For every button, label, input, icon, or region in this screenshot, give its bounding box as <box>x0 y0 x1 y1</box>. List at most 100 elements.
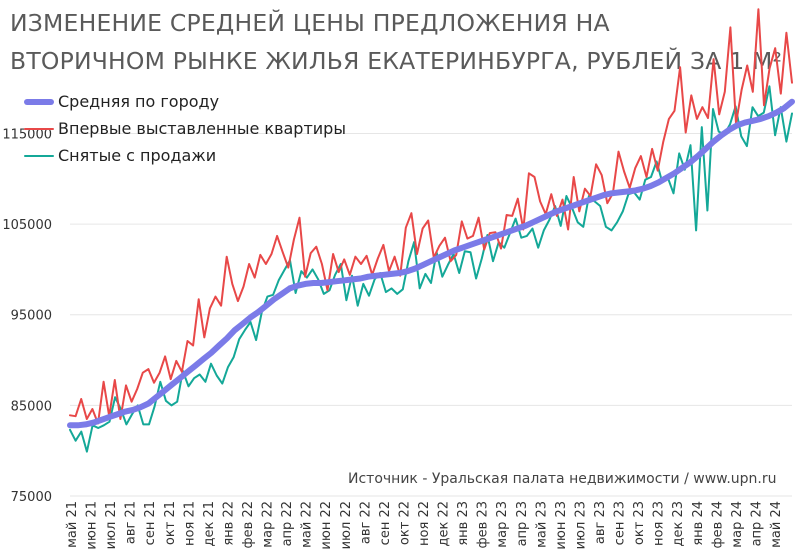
listed-point <box>192 344 194 347</box>
listed-point <box>114 379 116 381</box>
x-tick-label: мар 22 <box>261 501 276 548</box>
avg-point <box>736 124 738 126</box>
listed-point <box>237 300 239 302</box>
listed-point <box>427 219 429 222</box>
x-tick-label: янв 23 <box>456 501 471 546</box>
removed-point <box>582 226 584 228</box>
avg-point <box>367 276 369 278</box>
removed-point <box>464 250 466 252</box>
removed-point <box>746 145 748 147</box>
listed-point <box>573 176 575 178</box>
listed-point <box>254 277 256 279</box>
removed-point <box>345 299 347 301</box>
avg-point <box>147 402 150 405</box>
x-tick-label: мар 24 <box>730 501 745 548</box>
removed-point <box>193 377 195 379</box>
avg-point <box>140 406 142 408</box>
avg-point <box>281 293 283 295</box>
listed-point <box>478 217 480 219</box>
listed-point <box>483 248 485 251</box>
x-tick-label: дек 23 <box>671 501 686 547</box>
listed-point <box>774 47 776 49</box>
removed-point <box>441 276 443 278</box>
listed-point <box>757 8 760 10</box>
listed-point <box>242 286 245 288</box>
x-tick-label: дек 21 <box>202 501 217 547</box>
listed-point <box>685 131 687 134</box>
removed-point <box>565 195 568 197</box>
avg-point <box>344 279 346 281</box>
x-tick-label: июн 21 <box>85 501 100 550</box>
listed-point <box>444 237 446 239</box>
y-tick-label: 75000 <box>11 490 52 505</box>
removed-point <box>531 228 534 230</box>
x-tick-label: ноя 22 <box>417 501 432 546</box>
legend-item-avg: Средняя по городу <box>24 88 346 115</box>
listed-point <box>125 384 127 386</box>
avg-point <box>116 413 118 415</box>
avg-point <box>563 208 566 210</box>
avg-point <box>634 189 636 192</box>
listed-point <box>606 202 608 204</box>
x-tick-label: янв 24 <box>691 501 706 546</box>
listed-point <box>455 254 457 256</box>
x-tick-label: апр 22 <box>280 501 295 546</box>
removed-point <box>311 268 314 270</box>
removed-point <box>610 229 613 231</box>
avg-point <box>642 188 644 190</box>
removed-point <box>729 123 731 125</box>
removed-point <box>75 440 77 442</box>
chart-legend: Средняя по городу Впервые выставленные к… <box>24 88 346 169</box>
listed-point <box>349 274 351 276</box>
listed-point <box>668 118 670 120</box>
y-axis-tick-labels: 75000 85000 95000 105000 115000 <box>2 127 52 505</box>
removed-point <box>362 283 364 285</box>
avg-point <box>516 228 518 230</box>
removed-point <box>424 273 426 275</box>
x-tick-label: июл 23 <box>573 501 588 549</box>
removed-point <box>204 381 206 383</box>
listed-point <box>175 360 177 362</box>
removed-point <box>233 356 235 358</box>
listed-point <box>746 64 748 67</box>
avg-point <box>265 305 267 307</box>
avg-point <box>752 120 754 122</box>
x-tick-label: ноя 23 <box>652 501 667 546</box>
avg-point <box>414 267 416 270</box>
avg-point <box>681 167 683 169</box>
y-tick-label: 95000 <box>11 309 52 324</box>
removed-point <box>108 421 111 423</box>
removed-point <box>244 329 246 331</box>
listed-point <box>528 172 530 174</box>
listed-point <box>153 382 155 384</box>
listed-point <box>304 276 306 278</box>
listed-point <box>769 67 771 69</box>
removed-point <box>295 292 297 294</box>
listed-point <box>338 271 340 273</box>
x-tick-label: май 23 <box>534 501 549 548</box>
listed-point <box>131 401 133 403</box>
avg-point <box>273 298 275 300</box>
x-tick-label: апр 24 <box>749 501 764 546</box>
listed-point <box>785 32 788 34</box>
removed-point <box>763 112 765 114</box>
listed-point <box>517 198 519 200</box>
removed-point <box>283 269 285 271</box>
removed-point <box>221 383 223 385</box>
listed-point <box>276 235 278 237</box>
avg-point <box>399 272 401 274</box>
series-city-average <box>67 98 795 429</box>
listed-point <box>259 254 261 256</box>
removed-point <box>306 277 308 279</box>
avg-point <box>571 205 573 207</box>
avg-point <box>712 141 715 143</box>
listed-point <box>310 252 312 254</box>
listed-point <box>159 372 161 374</box>
avg-point <box>422 264 424 266</box>
removed-point <box>187 385 190 387</box>
legend-label-listed: Впервые выставленные квартиры <box>58 119 346 138</box>
removed-point <box>560 225 562 227</box>
removed-point <box>740 135 742 137</box>
removed-point <box>751 106 754 108</box>
avg-point <box>391 273 393 275</box>
